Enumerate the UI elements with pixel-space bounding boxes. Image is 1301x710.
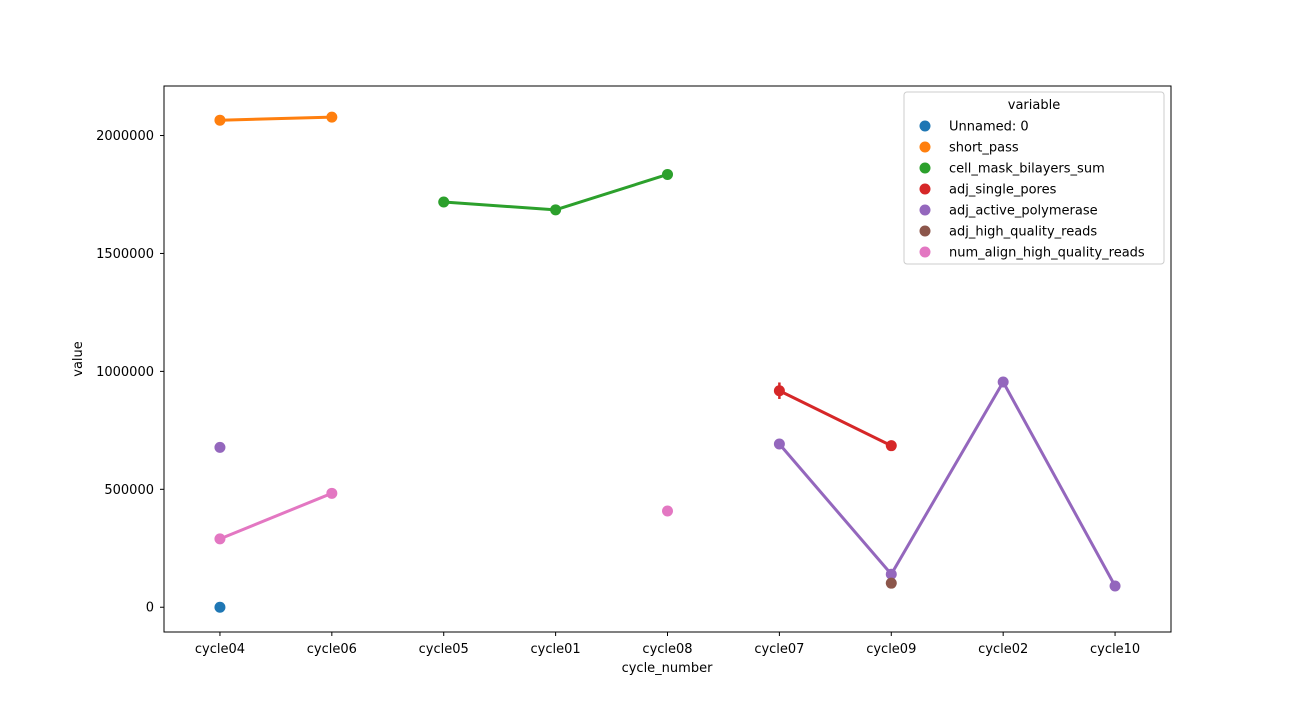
series-line-adj-single-pores (777, 389, 893, 448)
data-point-unnamed-0-cycle04 (214, 601, 226, 613)
x-axis-label: cycle_number (622, 661, 713, 676)
x-tick-label-cycle10: cycle10 (1090, 642, 1140, 657)
legend-label-short-pass: short_pass (949, 141, 1019, 156)
data-point-cell-mask-bilayers-sum-cycle08 (662, 168, 673, 180)
series-line-short-pass (218, 115, 334, 122)
series-line-adj-active-polymerase (889, 380, 1005, 576)
legend-marker-adj-active-polymerase (919, 204, 931, 216)
data-point-adj-active-polymerase-cycle07 (773, 438, 785, 450)
legend-marker-cell-mask-bilayers-sum (919, 162, 931, 174)
legend-marker-num-align-high-quality-reads (919, 246, 931, 258)
y-tick-label-0: 0 (146, 601, 154, 616)
x-tick-label-cycle06: cycle06 (307, 642, 357, 657)
legend-label-cell-mask-bilayers-sum: cell_mask_bilayers_sum (949, 162, 1105, 177)
legend-marker-adj-high-quality-reads (919, 225, 931, 237)
legend-label-adj-single-pores: adj_single_pores (949, 183, 1057, 198)
y-tick-label-3: 1500000 (96, 247, 154, 262)
x-tick-label-cycle09: cycle09 (866, 642, 916, 657)
data-point-num-align-high-quality-reads-cycle04 (214, 533, 226, 545)
data-point-adj-active-polymerase-cycle04 (214, 441, 226, 453)
legend-marker-adj-single-pores (919, 183, 931, 195)
series-line-cell-mask-bilayers-sum (442, 200, 558, 212)
data-point-adj-single-pores-cycle07 (773, 385, 785, 397)
data-point-cell-mask-bilayers-sum-cycle05 (438, 196, 450, 208)
data-point-short-pass-cycle06 (326, 111, 338, 123)
x-tick-label-cycle04: cycle04 (195, 642, 245, 657)
data-point-adj-single-pores-cycle09 (885, 440, 897, 452)
y-tick-label-1: 500000 (104, 483, 154, 498)
data-point-num-align-high-quality-reads-cycle08 (662, 505, 673, 517)
x-tick-label-cycle01: cycle01 (531, 642, 581, 657)
x-tick-label-cycle08: cycle08 (642, 642, 692, 657)
x-tick-label-cycle05: cycle05 (419, 642, 469, 657)
data-point-adj-active-polymerase-cycle10 (1109, 580, 1121, 592)
series-line-cell-mask-bilayers-sum (554, 172, 669, 212)
data-point-short-pass-cycle04 (214, 114, 226, 126)
series-line-num-align-high-quality-reads (218, 491, 334, 541)
series-line-adj-active-polymerase (777, 442, 893, 576)
legend-label-adj-high-quality-reads: adj_high_quality_reads (949, 225, 1097, 240)
x-tick-label-cycle07: cycle07 (754, 642, 804, 657)
legend: variable Unnamed: 0 short_pass cell_mask_b… (903, 91, 1165, 265)
y-tick-label-2: 1000000 (96, 365, 154, 380)
legend-label-num-align-high-quality-reads: num_align_high_quality_reads (949, 246, 1145, 261)
x-tick-label-cycle02: cycle02 (978, 642, 1028, 657)
y-axis-label: value (71, 341, 86, 377)
legend-label-adj-active-polymerase: adj_active_polymerase (949, 204, 1098, 219)
data-point-adj-active-polymerase-cycle02 (997, 376, 1009, 388)
legend-marker-unnamed-0 (919, 120, 931, 132)
legend-marker-short-pass (919, 141, 931, 153)
y-tick-label-4: 2000000 (96, 129, 154, 144)
series-line-adj-active-polymerase (1001, 380, 1117, 588)
legend-label-unnamed-0: Unnamed: 0 (949, 120, 1029, 135)
data-point-adj-active-polymerase-cycle09 (885, 568, 897, 580)
data-point-num-align-high-quality-reads-cycle06 (326, 487, 338, 499)
data-point-cell-mask-bilayers-sum-cycle01 (550, 204, 562, 216)
legend-title: variable (1008, 98, 1060, 113)
legend-box (903, 91, 1165, 265)
data-point-adj-high-quality-reads-cycle09 (885, 577, 897, 589)
